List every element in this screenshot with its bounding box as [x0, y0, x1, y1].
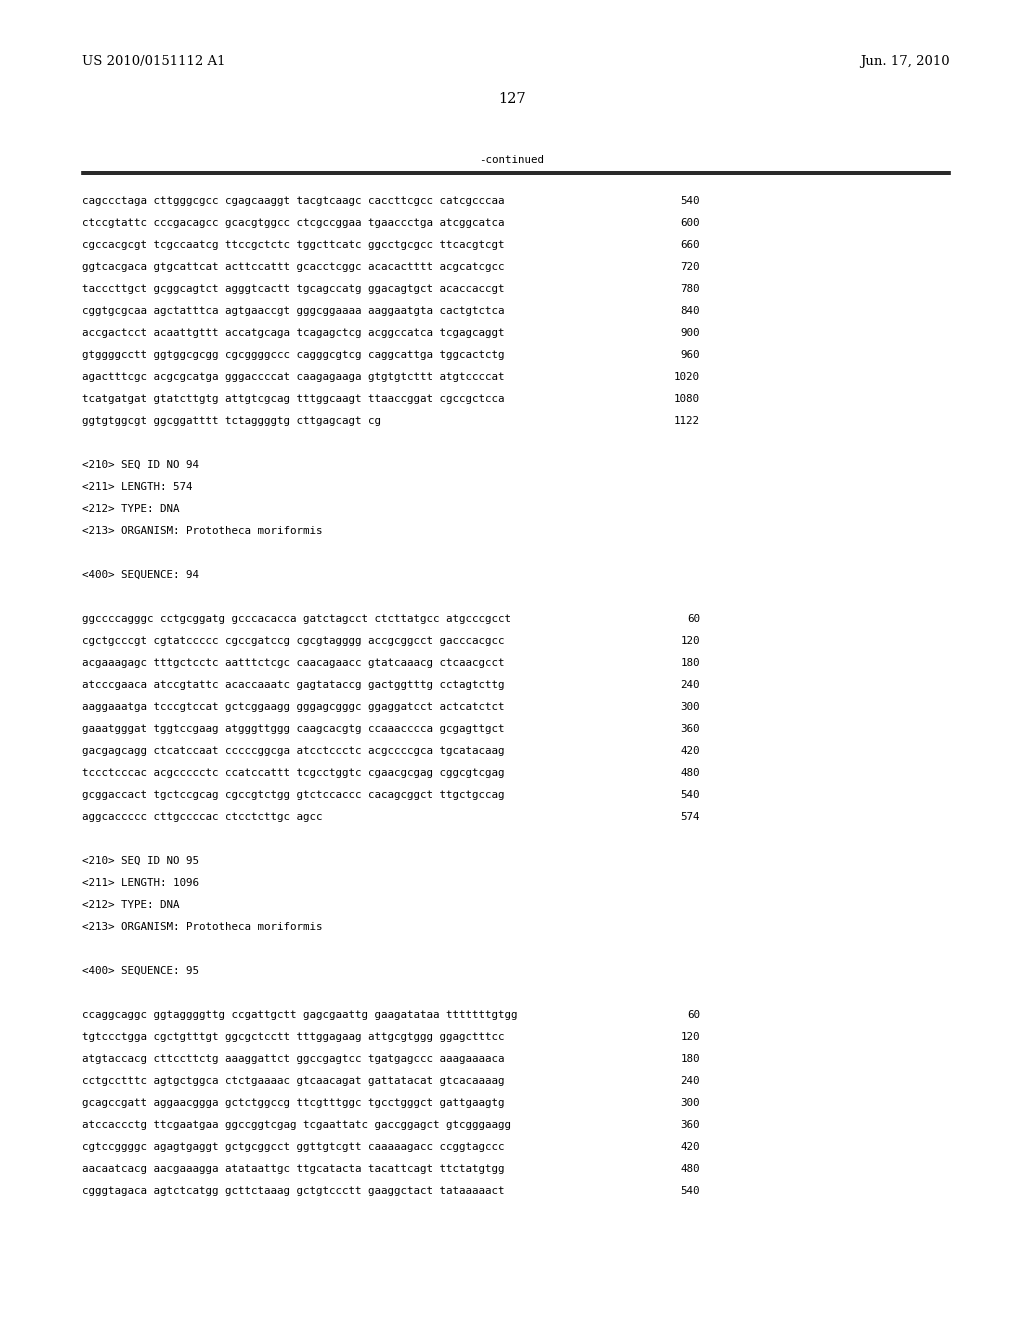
Text: gaaatgggat tggtccgaag atgggttggg caagcacgtg ccaaacccca gcgagttgct: gaaatgggat tggtccgaag atgggttggg caagcac…: [82, 723, 505, 734]
Text: agactttcgc acgcgcatga gggaccccat caagagaaga gtgtgtcttt atgtccccat: agactttcgc acgcgcatga gggaccccat caagaga…: [82, 372, 505, 381]
Text: tccctcccac acgccccctc ccatccattt tcgcctggtc cgaacgcgag cggcgtcgag: tccctcccac acgccccctc ccatccattt tcgcctg…: [82, 768, 505, 777]
Text: gtggggcctt ggtggcgcgg cgcggggccc cagggcgtcg caggcattga tggcactctg: gtggggcctt ggtggcgcgg cgcggggccc cagggcg…: [82, 350, 505, 360]
Text: atcccgaaca atccgtattc acaccaaatc gagtataccg gactggtttg cctagtcttg: atcccgaaca atccgtattc acaccaaatc gagtata…: [82, 680, 505, 690]
Text: ggtgtggcgt ggcggatttt tctaggggtg cttgagcagt cg: ggtgtggcgt ggcggatttt tctaggggtg cttgagc…: [82, 416, 381, 426]
Text: 360: 360: [681, 723, 700, 734]
Text: 660: 660: [681, 240, 700, 249]
Text: Jun. 17, 2010: Jun. 17, 2010: [860, 55, 950, 69]
Text: <213> ORGANISM: Prototheca moriformis: <213> ORGANISM: Prototheca moriformis: [82, 525, 323, 536]
Text: 240: 240: [681, 1076, 700, 1086]
Text: 60: 60: [687, 1010, 700, 1020]
Text: 540: 540: [681, 1185, 700, 1196]
Text: <210> SEQ ID NO 94: <210> SEQ ID NO 94: [82, 459, 199, 470]
Text: 600: 600: [681, 218, 700, 228]
Text: 1122: 1122: [674, 416, 700, 426]
Text: 574: 574: [681, 812, 700, 822]
Text: 120: 120: [681, 636, 700, 645]
Text: 780: 780: [681, 284, 700, 294]
Text: aaggaaatga tcccgtccat gctcggaagg gggagcgggc ggaggatcct actcatctct: aaggaaatga tcccgtccat gctcggaagg gggagcg…: [82, 702, 505, 711]
Text: 900: 900: [681, 327, 700, 338]
Text: acgaaagagc tttgctcctc aatttctcgc caacagaacc gtatcaaacg ctcaacgcct: acgaaagagc tttgctcctc aatttctcgc caacaga…: [82, 657, 505, 668]
Text: 840: 840: [681, 306, 700, 315]
Text: 420: 420: [681, 1142, 700, 1152]
Text: gacgagcagg ctcatccaat cccccggcga atcctccctc acgccccgca tgcatacaag: gacgagcagg ctcatccaat cccccggcga atcctcc…: [82, 746, 505, 756]
Text: <210> SEQ ID NO 95: <210> SEQ ID NO 95: [82, 855, 199, 866]
Text: <400> SEQUENCE: 94: <400> SEQUENCE: 94: [82, 570, 199, 579]
Text: <400> SEQUENCE: 95: <400> SEQUENCE: 95: [82, 966, 199, 975]
Text: ctccgtattc cccgacagcc gcacgtggcc ctcgccggaa tgaaccctga atcggcatca: ctccgtattc cccgacagcc gcacgtggcc ctcgccg…: [82, 218, 505, 228]
Text: 540: 540: [681, 789, 700, 800]
Text: tcatgatgat gtatcttgtg attgtcgcag tttggcaagt ttaaccggat cgccgctcca: tcatgatgat gtatcttgtg attgtcgcag tttggca…: [82, 393, 505, 404]
Text: <213> ORGANISM: Prototheca moriformis: <213> ORGANISM: Prototheca moriformis: [82, 921, 323, 932]
Text: aggcaccccc cttgccccac ctcctcttgc agcc: aggcaccccc cttgccccac ctcctcttgc agcc: [82, 812, 323, 822]
Text: cgtccggggc agagtgaggt gctgcggcct ggttgtcgtt caaaaagacc ccggtagccc: cgtccggggc agagtgaggt gctgcggcct ggttgtc…: [82, 1142, 505, 1152]
Text: ggccccagggc cctgcggatg gcccacacca gatctagcct ctcttatgcc atgcccgcct: ggccccagggc cctgcggatg gcccacacca gatcta…: [82, 614, 511, 624]
Text: <211> LENGTH: 1096: <211> LENGTH: 1096: [82, 878, 199, 888]
Text: 60: 60: [687, 614, 700, 624]
Text: cgggtagaca agtctcatgg gcttctaaag gctgtccctt gaaggctact tataaaaact: cgggtagaca agtctcatgg gcttctaaag gctgtcc…: [82, 1185, 505, 1196]
Text: 1080: 1080: [674, 393, 700, 404]
Text: tacccttgct gcggcagtct agggtcactt tgcagccatg ggacagtgct acaccaccgt: tacccttgct gcggcagtct agggtcactt tgcagcc…: [82, 284, 505, 294]
Text: gcggaccact tgctccgcag cgccgtctgg gtctccaccc cacagcggct ttgctgccag: gcggaccact tgctccgcag cgccgtctgg gtctcca…: [82, 789, 505, 800]
Text: 127: 127: [499, 92, 525, 106]
Text: <212> TYPE: DNA: <212> TYPE: DNA: [82, 504, 179, 513]
Text: atgtaccacg cttccttctg aaaggattct ggccgagtcc tgatgagccc aaagaaaaca: atgtaccacg cttccttctg aaaggattct ggccgag…: [82, 1053, 505, 1064]
Text: 420: 420: [681, 746, 700, 756]
Text: 540: 540: [681, 195, 700, 206]
Text: accgactcct acaattgttt accatgcaga tcagagctcg acggccatca tcgagcaggt: accgactcct acaattgttt accatgcaga tcagagc…: [82, 327, 505, 338]
Text: 960: 960: [681, 350, 700, 360]
Text: cgccacgcgt tcgccaatcg ttccgctctc tggcttcatc ggcctgcgcc ttcacgtcgt: cgccacgcgt tcgccaatcg ttccgctctc tggcttc…: [82, 240, 505, 249]
Text: 300: 300: [681, 1098, 700, 1107]
Text: 720: 720: [681, 261, 700, 272]
Text: 180: 180: [681, 1053, 700, 1064]
Text: 360: 360: [681, 1119, 700, 1130]
Text: aacaatcacg aacgaaagga atataattgc ttgcatacta tacattcagt ttctatgtgg: aacaatcacg aacgaaagga atataattgc ttgcata…: [82, 1164, 505, 1173]
Text: gcagccgatt aggaacggga gctctggccg ttcgtttggc tgcctgggct gattgaagtg: gcagccgatt aggaacggga gctctggccg ttcgttt…: [82, 1098, 505, 1107]
Text: cagccctaga cttgggcgcc cgagcaaggt tacgtcaagc caccttcgcc catcgcccaa: cagccctaga cttgggcgcc cgagcaaggt tacgtca…: [82, 195, 505, 206]
Text: atccaccctg ttcgaatgaa ggccggtcgag tcgaattatc gaccggagct gtcgggaagg: atccaccctg ttcgaatgaa ggccggtcgag tcgaat…: [82, 1119, 511, 1130]
Text: ccaggcaggc ggtaggggttg ccgattgctt gagcgaattg gaagatataa tttttttgtgg: ccaggcaggc ggtaggggttg ccgattgctt gagcga…: [82, 1010, 517, 1020]
Text: 120: 120: [681, 1032, 700, 1041]
Text: ggtcacgaca gtgcattcat acttccattt gcacctcggc acacactttt acgcatcgcc: ggtcacgaca gtgcattcat acttccattt gcacctc…: [82, 261, 505, 272]
Text: US 2010/0151112 A1: US 2010/0151112 A1: [82, 55, 225, 69]
Text: -continued: -continued: [479, 154, 545, 165]
Text: 1020: 1020: [674, 372, 700, 381]
Text: cggtgcgcaa agctatttca agtgaaccgt gggcggaaaa aaggaatgta cactgtctca: cggtgcgcaa agctatttca agtgaaccgt gggcgga…: [82, 306, 505, 315]
Text: tgtccctgga cgctgtttgt ggcgctcctt tttggagaag attgcgtggg ggagctttcc: tgtccctgga cgctgtttgt ggcgctcctt tttggag…: [82, 1032, 505, 1041]
Text: 240: 240: [681, 680, 700, 690]
Text: 300: 300: [681, 702, 700, 711]
Text: 480: 480: [681, 768, 700, 777]
Text: <212> TYPE: DNA: <212> TYPE: DNA: [82, 900, 179, 909]
Text: 180: 180: [681, 657, 700, 668]
Text: 480: 480: [681, 1164, 700, 1173]
Text: <211> LENGTH: 574: <211> LENGTH: 574: [82, 482, 193, 492]
Text: cgctgcccgt cgtatccccc cgccgatccg cgcgtagggg accgcggcct gacccacgcc: cgctgcccgt cgtatccccc cgccgatccg cgcgtag…: [82, 636, 505, 645]
Text: cctgcctttc agtgctggca ctctgaaaac gtcaacagat gattatacat gtcacaaaag: cctgcctttc agtgctggca ctctgaaaac gtcaaca…: [82, 1076, 505, 1086]
